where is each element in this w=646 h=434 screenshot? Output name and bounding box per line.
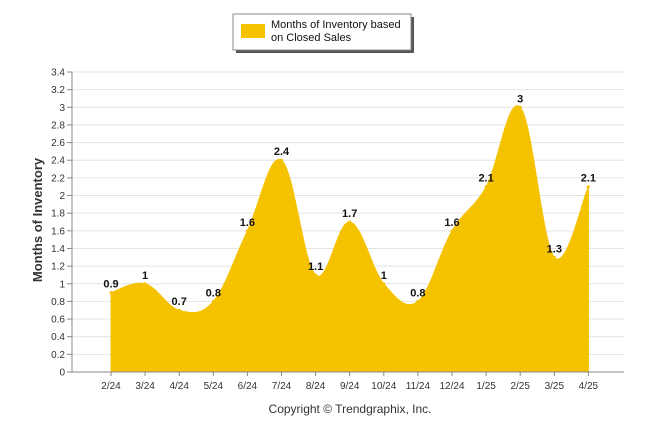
y-tick-label: 2.6 bbox=[51, 138, 65, 149]
legend: Months of Inventory based on Closed Sale… bbox=[232, 13, 414, 53]
y-tick-label: 2.4 bbox=[51, 156, 65, 167]
x-tick-label: 4/25 bbox=[579, 381, 599, 392]
x-tick-label: 2/24 bbox=[101, 381, 121, 392]
y-tick-label: 1.2 bbox=[51, 262, 65, 273]
data-label: 2.1 bbox=[478, 173, 493, 185]
x-tick-label: 3/24 bbox=[135, 381, 155, 392]
data-point[interactable] bbox=[280, 158, 283, 162]
y-tick-label: 3.4 bbox=[51, 68, 65, 79]
y-tick-label: 1.8 bbox=[51, 209, 65, 220]
data-label: 1 bbox=[381, 270, 387, 282]
y-tick-label: 2.8 bbox=[51, 120, 65, 131]
y-tick-label: 0.4 bbox=[51, 332, 65, 343]
data-label: 0.9 bbox=[103, 279, 118, 291]
data-point[interactable] bbox=[211, 299, 215, 303]
data-label: 1 bbox=[142, 270, 148, 282]
y-axis-title: Months of Inventory bbox=[30, 157, 45, 282]
series-area bbox=[110, 105, 589, 373]
y-axis: 0 0.2 0.4 0.6 0.8 1 1.2 1.4 1.6 1.8 2 2.2 2.4 2.6 2.8 3… bbox=[51, 68, 624, 379]
x-tick-label: 9/24 bbox=[340, 381, 360, 392]
y-tick-label: 0.6 bbox=[51, 315, 65, 326]
data-point[interactable] bbox=[245, 229, 249, 233]
y-tick-label: 3.2 bbox=[51, 85, 65, 96]
x-tick-label: 1/25 bbox=[476, 381, 496, 392]
data-point[interactable] bbox=[314, 273, 318, 277]
x-tick-label: 10/24 bbox=[371, 381, 396, 392]
data-point[interactable] bbox=[416, 299, 420, 303]
data-label: 0.7 bbox=[172, 296, 187, 308]
y-tick-label: 1.6 bbox=[51, 226, 65, 237]
data-label: 3 bbox=[517, 93, 523, 105]
data-label: 1.6 bbox=[240, 217, 255, 229]
y-tick-label: 3 bbox=[59, 103, 65, 114]
data-point[interactable] bbox=[552, 255, 556, 259]
y-tick-label: 2.2 bbox=[51, 173, 65, 184]
legend-label-line2: on Closed Sales bbox=[271, 32, 352, 44]
x-tick-label: 12/24 bbox=[439, 381, 464, 392]
x-tick-label: 11/24 bbox=[406, 381, 431, 392]
y-tick-label: 2 bbox=[59, 191, 65, 202]
y-tick-label: 0.2 bbox=[51, 350, 65, 361]
data-label: 1.6 bbox=[444, 217, 459, 229]
data-point[interactable] bbox=[143, 282, 147, 286]
data-point[interactable] bbox=[484, 185, 488, 189]
data-point[interactable] bbox=[177, 308, 181, 312]
data-point[interactable] bbox=[450, 229, 454, 233]
x-tick-label: 7/24 bbox=[272, 381, 292, 392]
data-labels: 0.9 1 0.7 0.8 1.6 2.4 1.1 1.7 1 0.8 1.6 2.1 3 1.3 2.1 bbox=[103, 93, 596, 308]
x-tick-label: 6/24 bbox=[238, 381, 258, 392]
data-point[interactable] bbox=[518, 105, 522, 109]
y-tick-label: 0 bbox=[59, 368, 65, 379]
data-point[interactable] bbox=[109, 291, 113, 295]
x-tick-label: 2/25 bbox=[510, 381, 530, 392]
data-point[interactable] bbox=[586, 185, 590, 189]
data-label: 2.1 bbox=[581, 173, 596, 185]
data-label: 1.1 bbox=[308, 261, 323, 273]
x-tick-label: 8/24 bbox=[306, 381, 326, 392]
y-tick-label: 1.4 bbox=[51, 244, 65, 255]
data-label: 0.8 bbox=[410, 287, 425, 299]
area-layer bbox=[109, 105, 590, 373]
legend-label-line1: Months of Inventory based bbox=[271, 19, 401, 31]
data-label: 0.8 bbox=[206, 287, 221, 299]
data-label: 1.3 bbox=[547, 243, 562, 255]
x-tick-label: 3/25 bbox=[545, 381, 565, 392]
data-point[interactable] bbox=[382, 282, 386, 286]
x-tick-label: 5/24 bbox=[204, 381, 224, 392]
data-point[interactable] bbox=[348, 220, 352, 224]
copyright-text: Copyright © Trendgraphix, Inc. bbox=[269, 402, 432, 416]
x-tick-label: 4/24 bbox=[169, 381, 189, 392]
y-tick-label: 1 bbox=[59, 279, 65, 290]
legend-swatch bbox=[241, 24, 265, 38]
data-label: 2.4 bbox=[274, 146, 290, 158]
x-axis: 2/24 3/24 4/24 5/24 6/24 7/24 8/24 9/24 10/24 11/… bbox=[101, 372, 599, 392]
data-label: 1.7 bbox=[342, 208, 357, 220]
y-tick-label: 0.8 bbox=[51, 297, 65, 308]
